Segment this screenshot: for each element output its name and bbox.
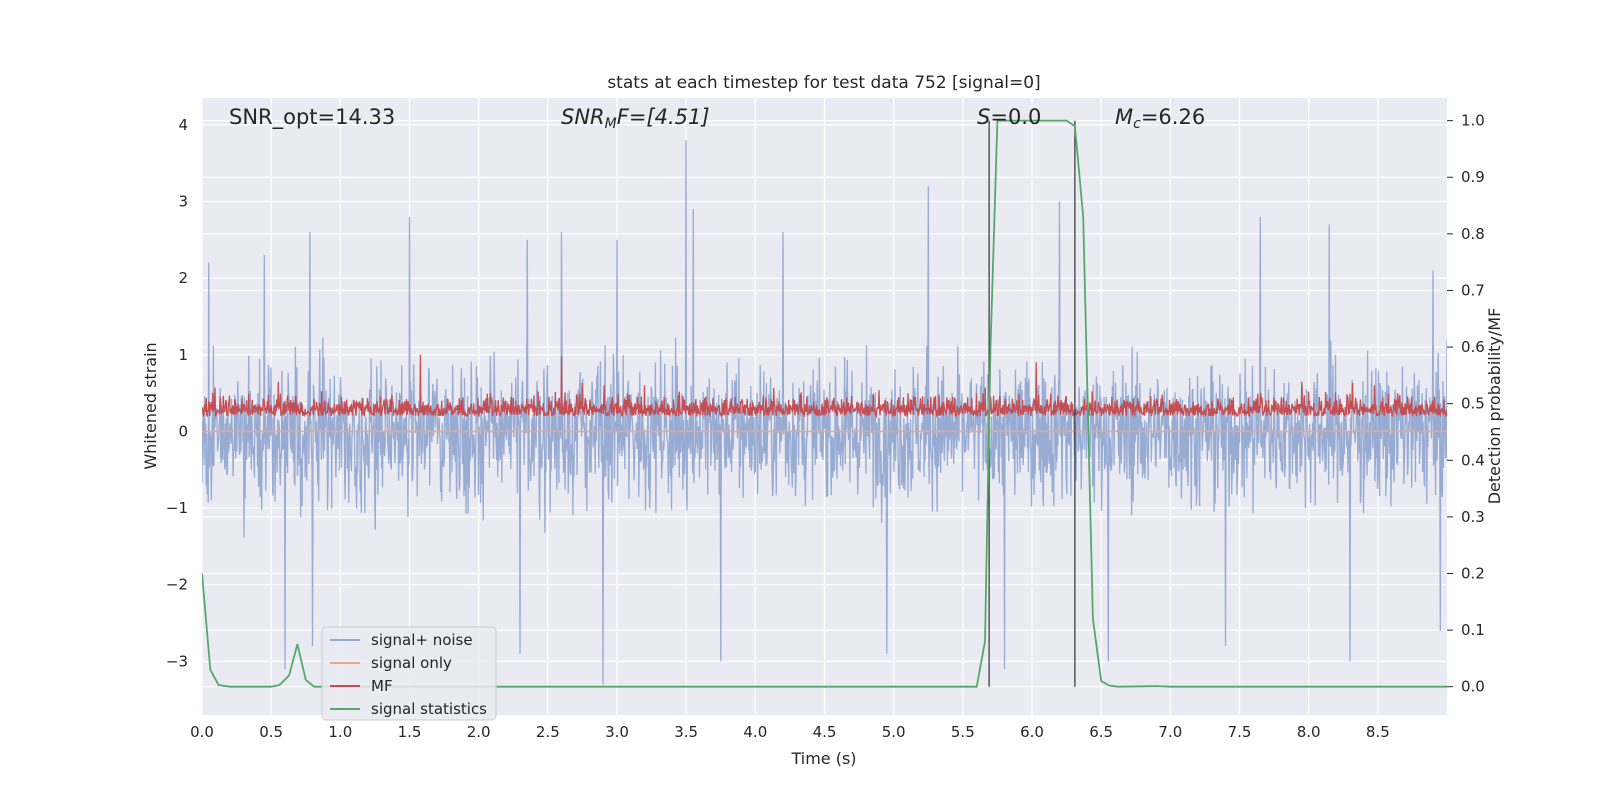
x-tick-label: 6.0 (1020, 723, 1044, 741)
y-tick-label: −1 (166, 499, 188, 517)
x-axis-label: Time (s) (790, 749, 856, 768)
x-tick-label: 8.5 (1366, 723, 1390, 741)
y-axis-label: Whitened strain (141, 342, 160, 469)
annotation-mc-label: M (1115, 105, 1133, 129)
x-tick-label: 1.0 (328, 723, 352, 741)
annotation-s-value: =0.0 (990, 105, 1041, 129)
legend-label-signal-statistics: signal statistics (371, 700, 487, 718)
annotation-snr-mf-label: SNR (561, 105, 605, 129)
legend-label-signal-only: signal only (371, 654, 452, 672)
legend-label-mf: MF (371, 677, 393, 695)
y-right-tick-label: 0.4 (1461, 451, 1485, 469)
annotation-snr-mf-sub: M (605, 116, 617, 132)
annotation-mc-value: =6.26 (1141, 105, 1205, 129)
y-tick-label: 2 (178, 269, 188, 287)
series-signal-statistics-line (202, 119, 1447, 688)
series-mf-line (202, 354, 1447, 419)
y-right-tick-label: 0.8 (1461, 225, 1485, 243)
x-tick-label: 7.0 (1158, 723, 1182, 741)
chart-title: stats at each timestep for test data 752… (607, 73, 1040, 93)
x-tick-label: 0.5 (259, 723, 283, 741)
x-tick-label: 1.5 (398, 723, 422, 741)
series-signal-noise-line (202, 140, 1447, 685)
y-right-tick-label: 0.9 (1461, 168, 1485, 186)
x-tick-label: 8.0 (1297, 723, 1321, 741)
x-tick-label: 6.5 (1089, 723, 1113, 741)
annotation-s: S=0.0 (977, 105, 1041, 129)
annotation-s-label: S (977, 105, 990, 129)
x-tick-label: 3.5 (674, 723, 698, 741)
y-tick-label: −2 (166, 576, 188, 594)
annotation-snr-mf-suffix: F=[4.51] (617, 105, 710, 129)
annotation-snr-opt: SNR_opt=14.33 (229, 105, 395, 130)
y-tick-label: −3 (166, 652, 188, 670)
y-tick-label: 0 (178, 422, 188, 440)
x-tick-label: 0.0 (190, 723, 214, 741)
y-axis-ticks: 4 3 2 1 0 −1 −2 −3 (166, 116, 188, 671)
plot-area (202, 119, 1447, 688)
y-tick-label: 1 (178, 346, 188, 364)
x-tick-label: 7.5 (1228, 723, 1252, 741)
x-tick-label: 4.5 (813, 723, 837, 741)
legend: signal+ noise signal only MF signal stat… (321, 626, 497, 721)
legend-label-signal-noise: signal+ noise (371, 631, 473, 649)
x-tick-label: 2.0 (467, 723, 491, 741)
x-tick-label: 3.0 (605, 723, 629, 741)
y-right-tick-label: 0.5 (1461, 395, 1485, 413)
y-right-tick-label: 1.0 (1461, 112, 1485, 130)
y-right-tick-label: 0.3 (1461, 508, 1485, 526)
y-right-axis-label: Detection probability/MF (1485, 308, 1504, 505)
x-tick-label: 2.5 (536, 723, 560, 741)
annotation-snr-mf: SNRMF=[4.51] (561, 105, 710, 132)
y-right-tick-label: 0.6 (1461, 338, 1485, 356)
y-right-tick-label: 0.7 (1461, 281, 1485, 299)
y-right-tick-label: 0.0 (1461, 678, 1485, 696)
annotation-mc: Mc=6.26 (1115, 105, 1205, 132)
y-right-axis-ticks: 1.0 0.9 0.8 0.7 0.6 0.5 0.4 0.3 0.2 0.1 0.0 (1447, 112, 1485, 696)
x-tick-label: 5.0 (882, 723, 906, 741)
x-tick-label: 4.0 (743, 723, 767, 741)
legend-box (321, 626, 497, 721)
x-tick-label: 5.5 (951, 723, 975, 741)
x-axis-ticks: 0.0 0.5 1.0 1.5 2.0 2.5 3.0 3.5 4.0 4.5 5.0 5.5 6.0 6… (190, 723, 1390, 741)
y-tick-label: 4 (178, 116, 188, 134)
y-tick-label: 3 (178, 192, 188, 210)
y-right-tick-label: 0.1 (1461, 621, 1485, 639)
annotation-mc-sub: c (1133, 116, 1141, 132)
y-right-tick-label: 0.2 (1461, 564, 1485, 582)
